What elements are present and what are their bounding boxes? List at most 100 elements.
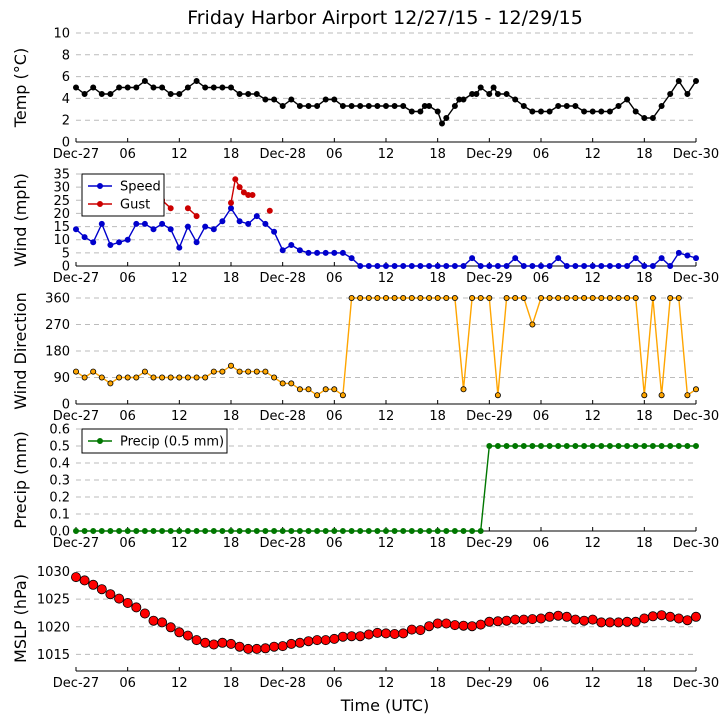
data-point <box>632 294 639 301</box>
data-point <box>684 442 691 449</box>
data-point <box>71 572 82 583</box>
data-point <box>210 368 217 375</box>
data-point <box>563 442 570 449</box>
data-point <box>122 598 133 609</box>
data-point <box>374 294 381 301</box>
x-tick-label: Dec-30 <box>673 676 719 691</box>
data-point <box>492 616 503 627</box>
x-tick-label: 12 <box>584 676 601 691</box>
data-point <box>191 635 202 646</box>
data-point <box>174 627 185 638</box>
y-tick-label: 360 <box>45 292 70 307</box>
x-tick-label: Dec-27 <box>53 409 99 424</box>
data-point <box>150 528 157 535</box>
data-point <box>512 442 519 449</box>
data-point <box>202 374 209 381</box>
data-point <box>606 442 613 449</box>
x-tick-label: 12 <box>584 271 601 286</box>
legend-label: Precip (0.5 mm) <box>120 435 224 450</box>
data-point <box>124 84 131 91</box>
data-point <box>641 262 648 269</box>
data-point <box>380 628 391 639</box>
data-point <box>88 579 99 590</box>
data-point <box>589 294 596 301</box>
data-point <box>105 589 116 600</box>
data-point <box>682 615 693 626</box>
data-point <box>363 629 374 640</box>
data-point <box>587 614 598 625</box>
data-point <box>249 191 256 198</box>
data-point <box>641 442 648 449</box>
panel-3: 0 90 180 270 360 Dec-27 06 12 18 Dec-28 06 12 18 Dec-… <box>11 292 719 425</box>
x-tick-label: 12 <box>378 409 395 424</box>
data-point <box>529 442 536 449</box>
legend-box <box>81 173 165 217</box>
data-point <box>277 641 288 652</box>
data-point <box>253 91 260 98</box>
y-axis-label: Wind Direction <box>11 292 30 410</box>
data-point <box>426 103 433 110</box>
x-tick-label: 12 <box>171 271 188 286</box>
data-point <box>79 575 90 586</box>
y-tick-label: 270 <box>45 318 70 333</box>
data-point <box>141 528 148 535</box>
data-point <box>675 249 682 256</box>
data-point <box>382 294 389 301</box>
data-point <box>176 374 183 381</box>
data-point <box>131 602 142 613</box>
data-point <box>331 249 338 256</box>
x-tick-label: Dec-29 <box>466 271 512 286</box>
data-point <box>210 528 217 535</box>
x-tick-label: 12 <box>171 536 188 551</box>
data-point <box>90 528 97 535</box>
data-point <box>253 528 260 535</box>
data-point <box>193 528 200 535</box>
data-point <box>208 639 219 650</box>
data-point <box>165 622 176 633</box>
data-point <box>193 239 200 246</box>
data-point <box>408 262 415 269</box>
data-point <box>477 84 484 91</box>
data-point <box>630 616 641 627</box>
data-point <box>451 528 458 535</box>
data-point <box>96 584 107 595</box>
data-point <box>202 84 209 91</box>
data-point <box>251 643 262 654</box>
x-tick-label: 12 <box>378 271 395 286</box>
y-axis-label: Temp (°C) <box>11 48 30 128</box>
y-tick-label: 0 <box>62 136 70 151</box>
data-point <box>157 617 168 628</box>
data-point <box>365 294 372 301</box>
data-point <box>150 374 157 381</box>
data-point <box>245 220 252 227</box>
data-point <box>159 374 166 381</box>
data-point <box>348 255 355 262</box>
x-tick-label: Dec-27 <box>53 271 99 286</box>
data-point <box>141 368 148 375</box>
x-tick-label: 12 <box>584 536 601 551</box>
data-point <box>529 108 536 115</box>
data-point <box>294 637 305 648</box>
y-tick-label: 0.6 <box>49 423 70 438</box>
data-point <box>288 528 295 535</box>
x-axis-label: Time (UTC) <box>340 696 429 715</box>
data-point <box>536 613 547 624</box>
data-point <box>658 392 665 399</box>
data-point <box>279 528 286 535</box>
series-line <box>75 79 697 125</box>
data-point <box>434 262 441 269</box>
x-tick-label: 06 <box>119 676 136 691</box>
data-point <box>458 620 469 631</box>
data-point <box>647 611 658 622</box>
x-tick-label: 06 <box>326 271 343 286</box>
data-point <box>329 633 340 644</box>
data-point <box>520 262 527 269</box>
data-point <box>449 620 460 631</box>
data-point <box>520 442 527 449</box>
data-point <box>182 630 193 641</box>
data-point <box>133 220 140 227</box>
data-point <box>253 368 260 375</box>
data-point <box>98 528 105 535</box>
data-point <box>90 239 97 246</box>
